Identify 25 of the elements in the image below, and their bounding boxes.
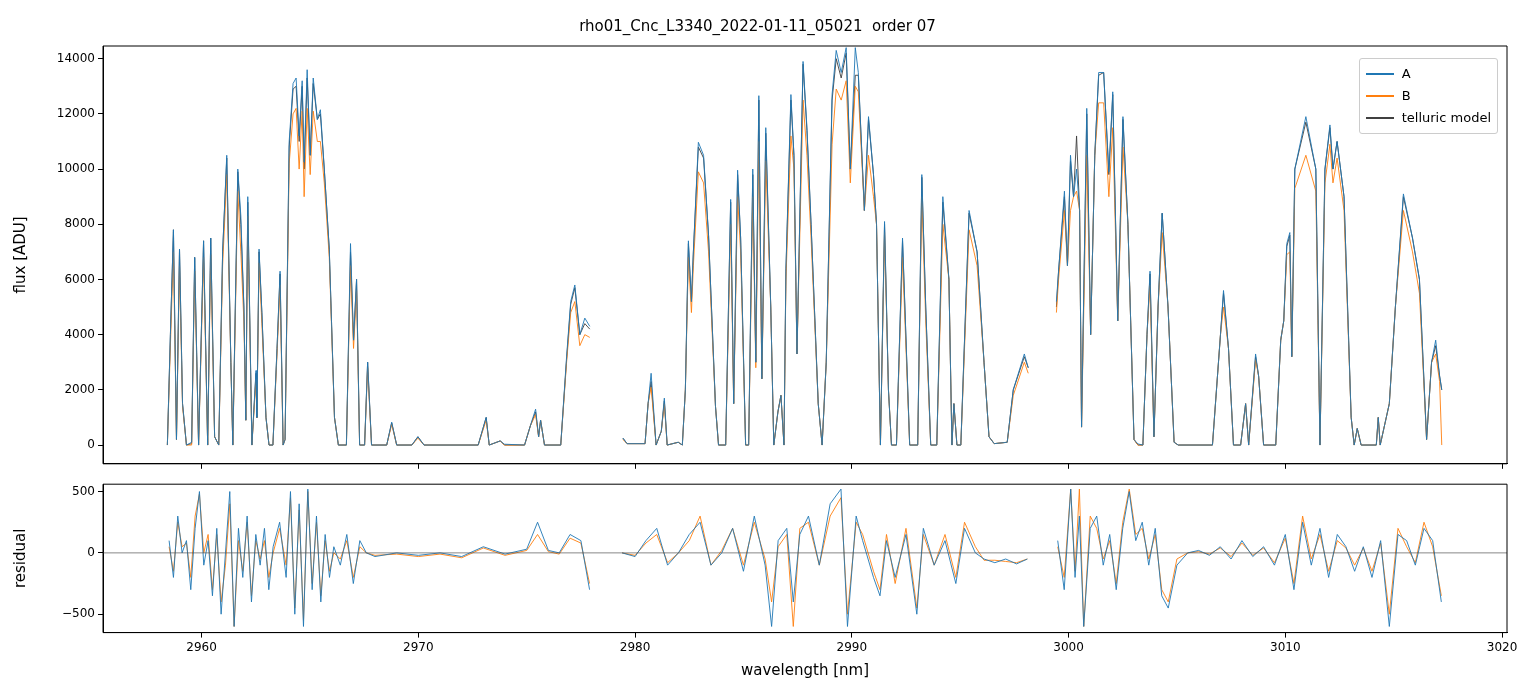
x-tick-label: 2980 <box>619 639 651 654</box>
y-tick-label: 2000 <box>64 381 95 396</box>
y-tick-label: 6000 <box>64 271 95 286</box>
y-tick-label: 10000 <box>56 161 95 176</box>
legend-label: A <box>1401 65 1411 83</box>
x-tick-label: 2990 <box>836 639 868 654</box>
legend-label: telluric model <box>1401 109 1491 127</box>
x-tick-label: 2960 <box>186 639 217 654</box>
y-tick-label: 500 <box>72 483 95 498</box>
x-tick-label: 3010 <box>1270 639 1301 654</box>
x-axis-title: wavelength [nm] <box>741 660 869 679</box>
y-tick-label: 14000 <box>56 50 95 65</box>
y-axis-title: residual <box>10 528 29 589</box>
x-tick-label: 2970 <box>403 639 434 654</box>
y-tick-label: 12000 <box>56 106 95 121</box>
y-tick-label: −500 <box>62 606 95 621</box>
x-tick-label: 3000 <box>1053 639 1084 654</box>
y-tick-label: 4000 <box>64 326 95 341</box>
legend-label: B <box>1401 87 1411 105</box>
y-tick-label: 0 <box>87 545 95 560</box>
x-tick-label: 3020 <box>1486 639 1518 654</box>
y-tick-label: 0 <box>87 437 95 452</box>
y-tick-label: 8000 <box>64 216 95 231</box>
chart-title: rho01_Cnc_L3340_2022-01-11_05021 order 07 <box>579 16 936 36</box>
y-axis-title: flux [ADU] <box>10 216 29 294</box>
